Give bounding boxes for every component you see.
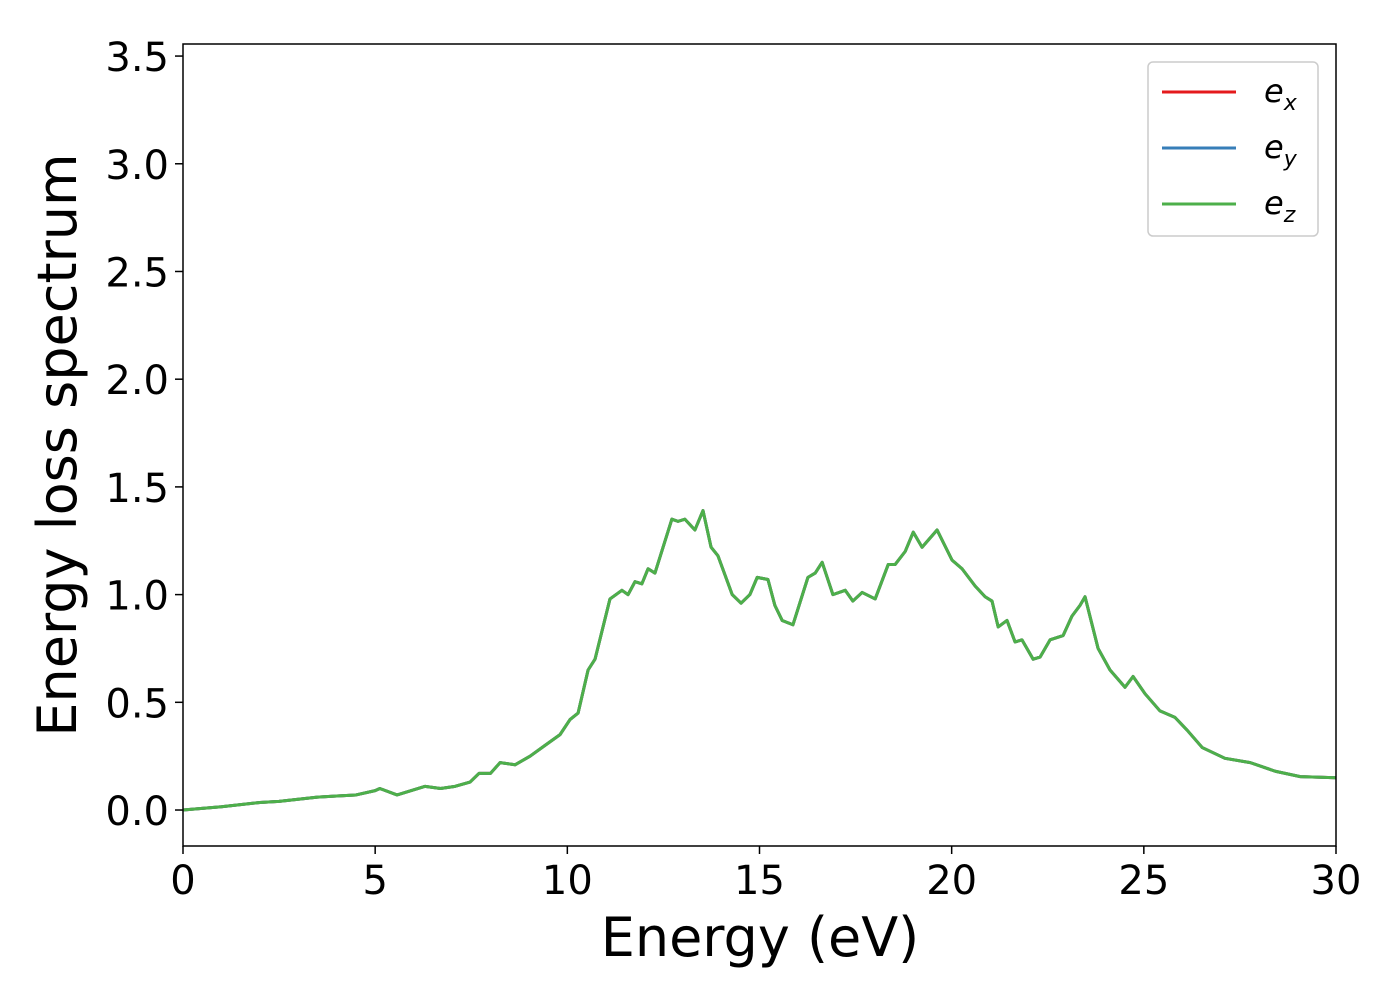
x-tick-label: 20: [926, 858, 977, 904]
plot-frame: [182, 43, 1337, 847]
y-tick-label: 3.0: [105, 143, 169, 189]
y-tick-label: 1.0: [105, 574, 169, 620]
y-tick-label: 3.5: [105, 35, 169, 81]
x-tick-label: 10: [542, 858, 593, 904]
y-tick-label: 2.5: [105, 250, 169, 296]
y-tick-label: 2.0: [105, 358, 169, 404]
y-tick-label: 0.5: [105, 681, 169, 727]
data-line: [182, 509, 1337, 812]
x-tick-label: 5: [362, 858, 387, 904]
x-tick-label: 25: [1118, 858, 1169, 904]
x-tick-label: 30: [1311, 858, 1362, 904]
x-tick-label: 15: [734, 858, 785, 904]
legend-label: ey: [1264, 128, 1298, 172]
y-tick-label: 1.5: [105, 466, 169, 512]
legend-label: ex: [1264, 72, 1298, 116]
legend-label: ez: [1264, 184, 1296, 228]
x-tick-label: 0: [170, 858, 195, 904]
x-axis-label: Energy (eV): [601, 906, 920, 969]
y-tick-label: 0.0: [105, 789, 169, 835]
y-axis-label: Energy loss spectrum: [26, 153, 89, 736]
